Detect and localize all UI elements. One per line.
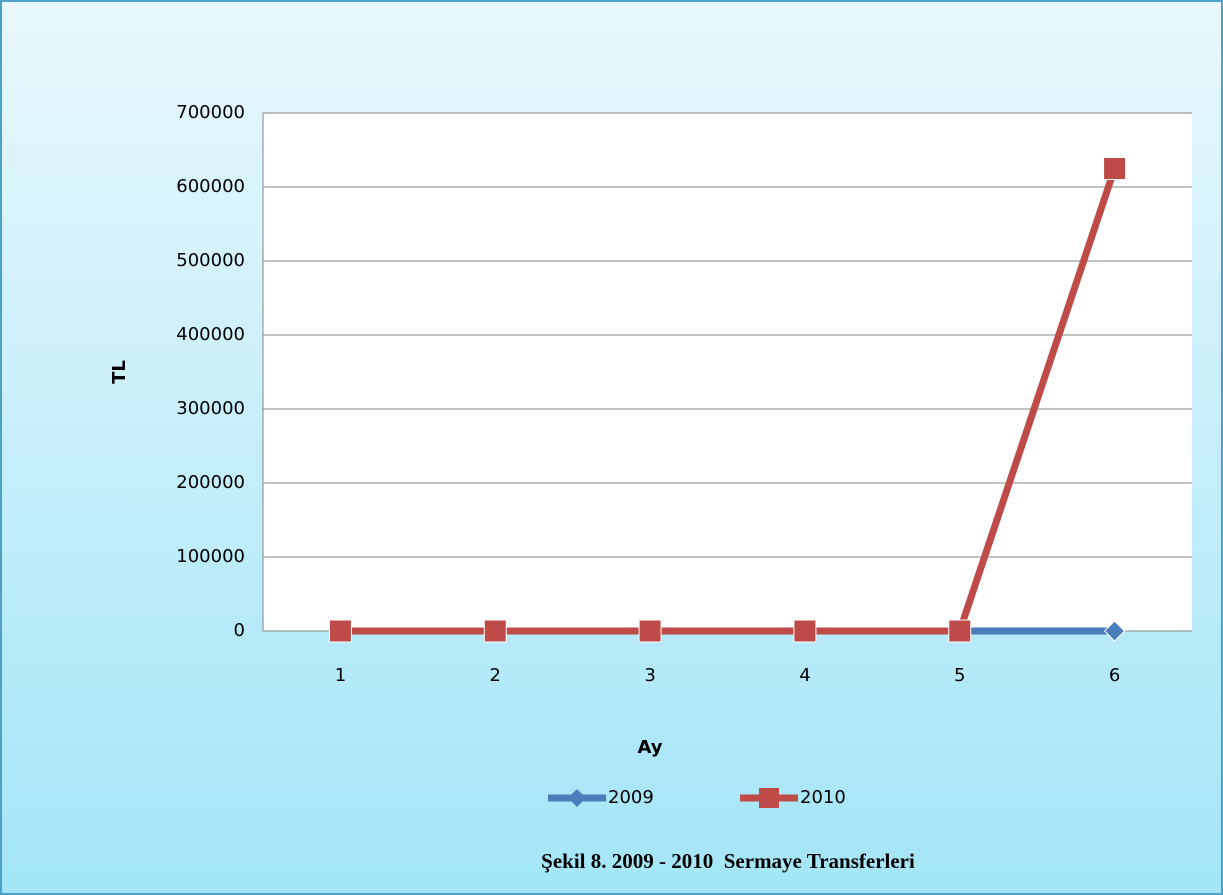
data-point — [793, 619, 817, 643]
legend-label: 2010 — [800, 787, 846, 808]
x-tick-label: 1 — [335, 665, 346, 686]
data-point — [483, 619, 507, 643]
legend-marker — [759, 788, 779, 808]
data-point — [638, 619, 662, 643]
x-tick-label: 6 — [1109, 665, 1120, 686]
y-tick-label: 100000 — [176, 546, 245, 567]
x-tick-label: 4 — [799, 665, 810, 686]
y-tick-label: 600000 — [176, 176, 245, 197]
caption: Şekil 8. 2009 - 2010 Sermaye Transferler… — [541, 849, 915, 873]
data-point — [328, 619, 352, 643]
y-tick-label: 700000 — [176, 102, 245, 123]
x-tick-label: 3 — [644, 665, 655, 686]
y-tick-label: 500000 — [176, 250, 245, 271]
x-axis-label: Ay — [637, 737, 662, 758]
plot-area — [263, 113, 1192, 631]
y-tick-label: 300000 — [176, 398, 245, 419]
y-tick-label: 400000 — [176, 324, 245, 345]
legend-label: 2009 — [608, 787, 654, 808]
series-line — [340, 167, 1118, 635]
x-tick-label: 5 — [954, 665, 965, 686]
x-tick-label: 2 — [490, 665, 501, 686]
data-point — [948, 619, 972, 643]
legend-marker — [568, 789, 586, 807]
y-axis-label: TL — [109, 360, 130, 384]
y-tick-label: 0 — [234, 620, 245, 641]
data-point — [1103, 620, 1126, 642]
data-point — [1103, 157, 1127, 180]
y-tick-label: 200000 — [176, 472, 245, 493]
